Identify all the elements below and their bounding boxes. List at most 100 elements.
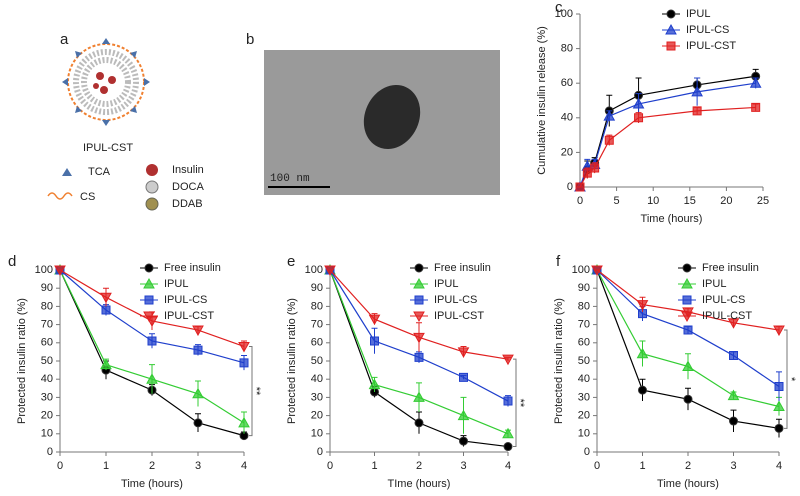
marker <box>192 325 204 337</box>
legend-label: IPUL-CS <box>686 24 729 36</box>
marker <box>681 277 693 289</box>
y-tick-label: 50 <box>578 355 590 367</box>
x-tick-label: 1 <box>103 460 109 472</box>
legend-label: IPUL <box>434 278 458 290</box>
marker <box>459 436 468 446</box>
marker <box>773 400 785 411</box>
marker <box>368 378 381 390</box>
y-tick-label: 50 <box>311 355 323 367</box>
y-tick-label: 0 <box>317 446 323 458</box>
y-tick-label: 40 <box>41 373 53 385</box>
marker <box>638 385 647 395</box>
y-tick-label: 70 <box>578 319 590 331</box>
y-tick-label: 60 <box>578 337 590 349</box>
marker <box>590 163 600 173</box>
y-tick-label: 40 <box>578 373 590 385</box>
bracket <box>784 329 788 429</box>
scale-label: 100 nm <box>270 173 310 185</box>
y-tick-label: 10 <box>311 428 323 440</box>
legend-label: TCA <box>88 166 111 178</box>
x-tick-label: 2 <box>149 460 155 472</box>
marker <box>457 347 470 358</box>
marker <box>691 85 703 97</box>
legend-label: CS <box>80 191 95 203</box>
y-tick-label: 80 <box>41 300 53 312</box>
marker <box>666 9 676 19</box>
y-tick-label: 40 <box>311 373 323 385</box>
y-tick-label: 0 <box>47 446 53 458</box>
marker <box>144 295 154 305</box>
x-tick-label: 5 <box>614 195 620 207</box>
marker <box>503 442 513 452</box>
legend-label: DDAB <box>172 198 203 210</box>
marker <box>239 358 249 368</box>
nanoparticle-diagram <box>62 38 150 126</box>
y-tick-label: 10 <box>41 428 53 440</box>
series-line <box>59 269 245 437</box>
legend-label: IPUL <box>702 278 726 290</box>
y-axis-label: Cumulative insulin release (%) <box>536 26 548 175</box>
marker <box>143 277 155 289</box>
marker <box>727 318 740 329</box>
panel-label: d <box>8 253 16 270</box>
legend-label: IPUL-CST <box>686 40 736 52</box>
bracket <box>513 358 517 448</box>
y-tick-label: 80 <box>311 300 323 312</box>
y-tick-label: 100 <box>305 264 323 276</box>
marker <box>665 23 677 35</box>
marker <box>751 102 761 112</box>
icon <box>62 168 72 176</box>
marker <box>692 106 702 116</box>
panel-label: b <box>246 31 254 48</box>
x-tick-label: 3 <box>730 460 736 472</box>
y-tick-label: 60 <box>41 337 53 349</box>
legend-label: IPUL-CST <box>434 310 484 322</box>
x-tick-label: 4 <box>505 460 511 472</box>
marker <box>727 389 740 401</box>
icon <box>146 164 158 176</box>
y-tick-label: 30 <box>578 391 590 403</box>
marker <box>773 325 785 337</box>
marker <box>238 416 250 428</box>
icon <box>47 192 73 200</box>
y-tick-label: 80 <box>578 300 590 312</box>
marker <box>604 135 614 145</box>
marker <box>682 360 694 371</box>
y-tick-label: 90 <box>311 282 323 294</box>
marker <box>414 418 424 428</box>
x-tick-label: 4 <box>776 460 782 472</box>
x-tick-label: 3 <box>460 460 466 472</box>
panel-label: e <box>287 253 295 270</box>
panel-label: f <box>556 253 561 270</box>
marker <box>638 309 647 319</box>
marker <box>457 409 470 421</box>
y-tick-label: 10 <box>578 428 590 440</box>
marker <box>502 427 514 439</box>
x-axis-label: Time (hours) <box>121 478 183 490</box>
marker <box>636 347 649 359</box>
y-axis-label: Protected insulin ratio (%) <box>16 298 28 424</box>
annotation: ** <box>250 387 262 396</box>
marker <box>147 336 157 346</box>
y-tick-label: 20 <box>41 410 53 422</box>
x-tick-label: 20 <box>720 195 732 207</box>
legend-label: Insulin <box>172 164 204 176</box>
marker <box>193 345 203 355</box>
marker <box>603 110 616 121</box>
marker <box>370 336 379 346</box>
legend-label: IPUL-CS <box>434 294 477 306</box>
legend-label: IPUL-CST <box>702 310 752 322</box>
y-tick-label: 30 <box>311 391 323 403</box>
y-tick-label: 0 <box>567 181 573 193</box>
marker <box>324 265 336 277</box>
annotation: ** <box>514 399 526 408</box>
y-tick-label: 60 <box>561 77 573 89</box>
marker <box>413 391 425 402</box>
marker <box>575 182 585 192</box>
x-tick-label: 2 <box>416 460 422 472</box>
marker <box>634 113 644 123</box>
x-axis-label: Time (hours) <box>641 213 703 225</box>
marker <box>636 300 649 311</box>
marker <box>193 418 203 428</box>
y-tick-label: 70 <box>311 319 323 331</box>
